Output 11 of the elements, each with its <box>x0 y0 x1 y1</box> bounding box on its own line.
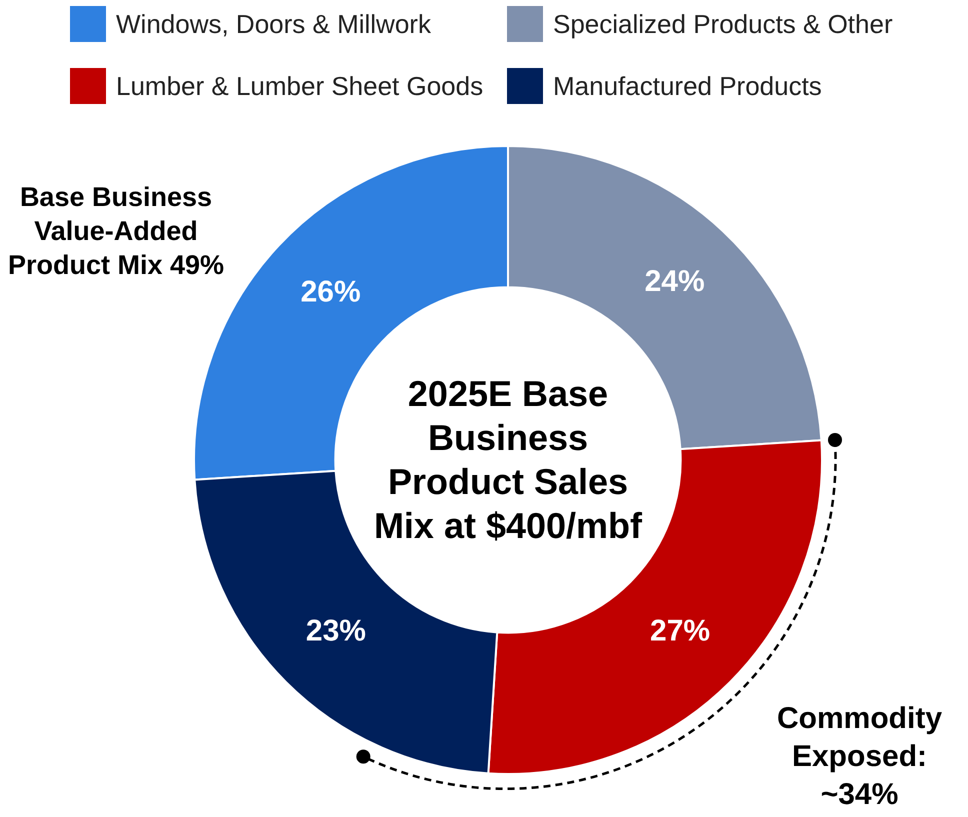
data-label: 23% <box>306 614 366 648</box>
data-label: 24% <box>644 264 705 298</box>
legend-label: Lumber & Lumber Sheet Goods <box>116 70 484 102</box>
data-label: 27% <box>650 614 710 648</box>
legend-label: Windows, Doors & Millwork <box>116 8 431 40</box>
data-label: 26% <box>300 276 361 309</box>
legend-label: Manufactured Products <box>553 70 822 102</box>
legend-label: Specialized Products & Other <box>553 8 893 40</box>
text: Base Business Value-Added Product Mix 49% <box>6 181 226 282</box>
text: Commodity Exposed: ~34% <box>776 701 943 813</box>
text: 2025E Base Business Product Sales Mix at $400/mbf <box>372 372 644 548</box>
